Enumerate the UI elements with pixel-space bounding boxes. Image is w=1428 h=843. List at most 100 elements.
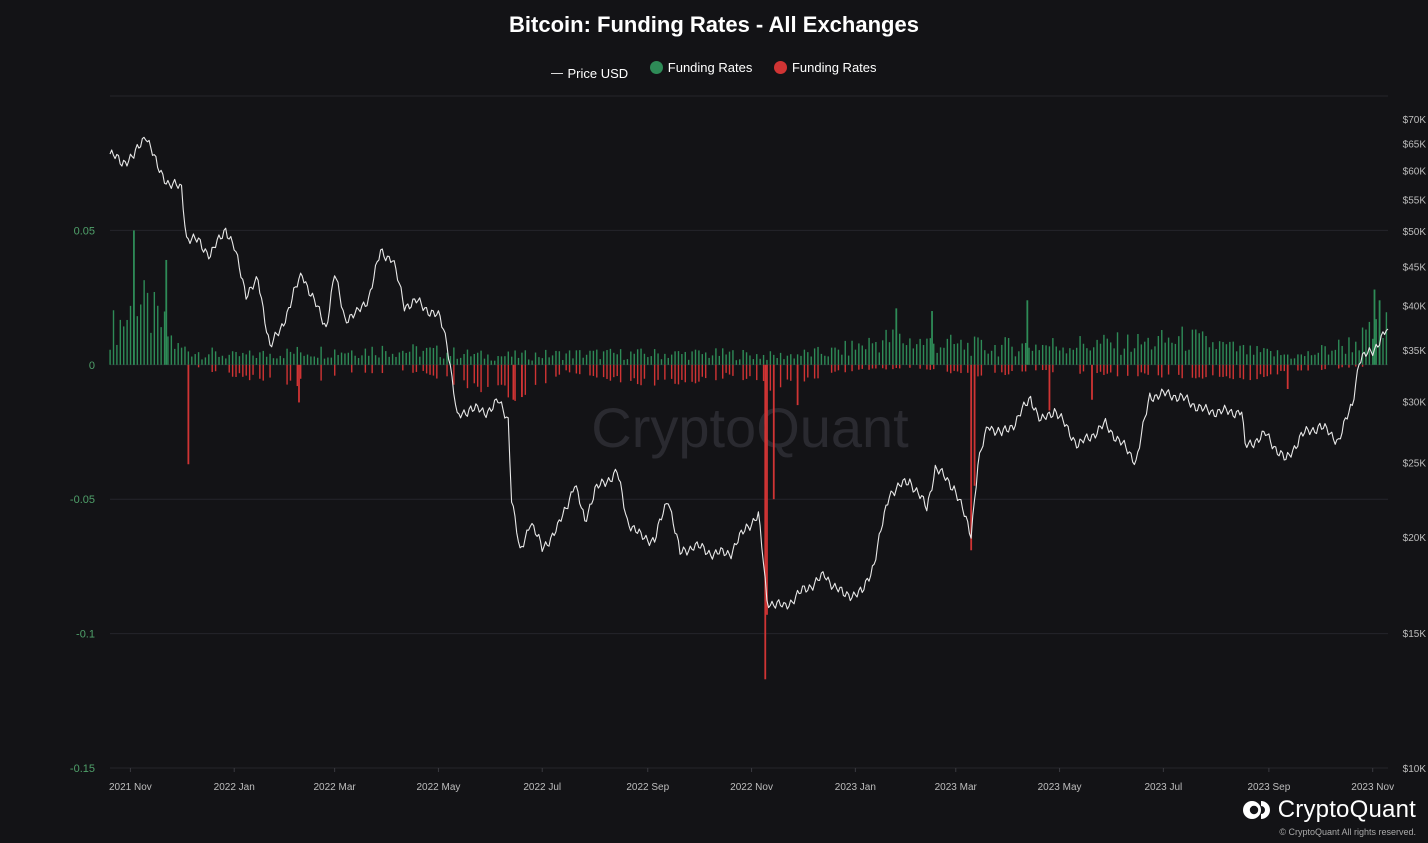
funding-bar-positive <box>977 337 979 365</box>
legend-item-funding-positive[interactable]: Funding Rates <box>649 60 752 75</box>
funding-bar-positive <box>1348 337 1350 365</box>
funding-bar-positive <box>1075 347 1078 365</box>
funding-bar-positive <box>483 358 486 365</box>
funding-bar-positive <box>616 354 618 365</box>
legend-line-icon <box>551 73 564 74</box>
funding-bar-positive <box>412 344 414 365</box>
funding-bar-negative <box>722 364 724 379</box>
funding-bar-negative <box>500 364 503 385</box>
funding-bar-negative <box>946 364 949 372</box>
legend-item-funding-negative[interactable]: Funding Rates <box>773 60 877 75</box>
funding-bar-positive <box>1069 348 1071 365</box>
funding-bar-positive <box>218 356 220 365</box>
funding-bar-positive <box>1222 341 1224 365</box>
funding-bar-positive <box>1062 347 1064 365</box>
funding-bar-negative <box>211 364 213 372</box>
funding-bar-positive <box>892 329 894 365</box>
funding-bar-positive <box>602 351 605 365</box>
funding-spike-negative <box>512 364 515 400</box>
funding-bar-negative <box>756 364 758 381</box>
funding-bar-positive <box>310 356 312 365</box>
funding-bar-positive <box>715 348 717 365</box>
funding-bar-positive <box>1184 350 1187 365</box>
funding-bar-positive <box>691 351 693 365</box>
funding-bar-positive <box>902 343 904 365</box>
funding-bar-positive <box>803 349 806 365</box>
funding-bar-positive <box>769 351 772 365</box>
funding-bar-positive <box>653 349 656 365</box>
funding-bar-positive <box>160 327 162 365</box>
funding-bar-negative <box>425 364 428 374</box>
funding-bar-negative <box>248 364 251 381</box>
funding-bar-positive <box>963 349 966 365</box>
funding-bar-positive <box>432 348 435 365</box>
funding-bar-positive <box>997 356 1000 365</box>
funding-bar-positive <box>504 356 506 365</box>
funding-bar-positive <box>990 350 993 365</box>
funding-bar-negative <box>1338 364 1340 369</box>
funding-bar-negative <box>1205 364 1207 378</box>
funding-bar-positive <box>500 356 503 365</box>
funding-bar-negative <box>269 364 271 378</box>
funding-bar-positive <box>745 352 748 365</box>
funding-bar-positive <box>834 347 836 365</box>
funding-bar-positive <box>1099 343 1102 365</box>
funding-bar-positive <box>395 356 397 365</box>
funding-bar-positive <box>1018 351 1020 365</box>
funding-spike-negative <box>973 364 976 486</box>
funding-bar-positive <box>1225 344 1228 365</box>
funding-bar-negative <box>1007 364 1010 375</box>
funding-bar-negative <box>858 364 860 370</box>
funding-spike-negative <box>1286 364 1289 389</box>
funding-bar-positive <box>402 350 404 365</box>
funding-bar-positive <box>630 351 632 365</box>
funding-bar-negative <box>807 364 809 378</box>
funding-bar-positive <box>1038 350 1040 365</box>
funding-bar-negative <box>1079 364 1081 374</box>
funding-bar-positive <box>1286 354 1289 365</box>
funding-bar-negative <box>1225 364 1228 377</box>
funding-bar-positive <box>211 347 213 365</box>
funding-bar-positive <box>1041 344 1044 365</box>
funding-bar-positive <box>1001 344 1003 365</box>
funding-bar-positive <box>378 357 380 365</box>
funding-bar-negative <box>235 364 237 377</box>
funding-bar-positive <box>238 356 241 365</box>
funding-bar-positive <box>177 343 179 365</box>
legend-label-price: Price USD <box>567 66 629 81</box>
x-tick-label: 2023 May <box>1038 782 1082 793</box>
funding-bar-positive <box>221 355 224 365</box>
funding-bar-positive <box>1110 342 1112 365</box>
funding-bar-positive <box>909 338 911 365</box>
funding-bar-negative <box>429 364 431 375</box>
funding-bar-positive <box>517 357 520 365</box>
funding-bar-positive <box>1344 353 1347 365</box>
funding-bar-positive <box>385 351 387 365</box>
funding-bar-negative <box>837 364 840 371</box>
funding-bar-positive <box>888 342 891 365</box>
funding-bar-positive <box>946 338 949 365</box>
funding-bar-positive <box>847 355 850 365</box>
funding-bar-negative <box>779 364 782 388</box>
x-tick-label: 2023 Jan <box>835 782 876 793</box>
funding-bar-positive <box>933 343 935 365</box>
funding-bar-positive <box>208 354 210 365</box>
funding-bar-negative <box>909 364 911 368</box>
funding-bar-positive <box>531 360 533 365</box>
funding-bar-negative <box>1024 364 1027 372</box>
right-tick-label: $30K <box>1403 398 1427 409</box>
legend-item-price[interactable]: Price USD <box>551 66 628 81</box>
funding-bar-positive <box>579 350 581 365</box>
funding-bar-positive <box>480 350 482 365</box>
funding-bar-negative <box>1195 364 1197 379</box>
funding-bar-negative <box>1137 364 1139 377</box>
funding-bar-negative <box>534 364 537 385</box>
funding-bar-positive <box>545 349 547 365</box>
funding-bar-negative <box>967 364 969 373</box>
x-tick-label: 2022 May <box>416 782 460 793</box>
funding-bar-positive <box>885 329 887 365</box>
funding-bar-positive <box>1218 341 1221 365</box>
funding-bar-positive <box>1106 338 1109 365</box>
funding-bar-positive <box>1307 351 1309 365</box>
funding-bar-positive <box>381 345 384 365</box>
